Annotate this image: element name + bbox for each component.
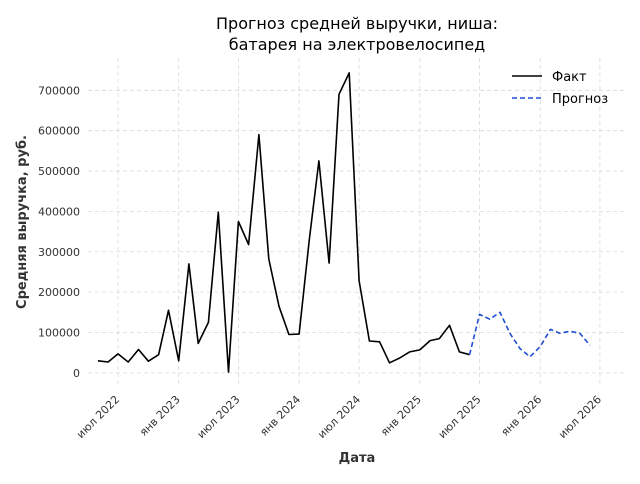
chart-title-line-2: батарея на электровелосипед [229,35,486,54]
x-tick-label: июл 2026 [556,393,604,441]
y-tick-label: 200000 [38,286,80,299]
y-tick-label: 300000 [38,246,80,259]
y-tick-label: 700000 [38,84,80,97]
y-tick-label: 500000 [38,165,80,178]
legend: Факт Прогноз [512,70,608,107]
x-tick-label: июл 2025 [436,393,484,441]
x-tick-label: янв 2023 [137,393,183,439]
y-axis-ticks: 0 100000 200000 300000 400000 500000 600000 700… [38,84,80,380]
x-tick-label: июл 2022 [74,393,122,441]
x-axis-title: Дата [339,451,376,466]
y-tick-label: 0 [73,367,80,380]
legend-label-fact: Факт [552,70,587,85]
x-tick-label: янв 2025 [378,393,424,439]
grid-layer [88,58,625,385]
x-axis-ticks: июл 2022 янв 2023 июл 2023 янв 2024 июл 2024… [74,393,604,441]
series-layer [97,72,591,373]
x-tick-label: июл 2024 [315,393,363,441]
legend-label-forecast: Прогноз [552,92,608,107]
chart-title-line-1: Прогноз средней выручки, ниша: [216,14,498,33]
y-tick-label: 600000 [38,125,80,138]
x-tick-label: янв 2024 [257,393,303,439]
x-tick-label: янв 2026 [499,393,545,439]
series-line-fact [97,72,470,373]
x-tick-label: июл 2023 [194,393,242,441]
y-tick-label: 400000 [38,205,80,218]
y-tick-label: 100000 [38,327,80,340]
series-line-forecast [468,311,591,358]
y-axis-title: Средняя выручка, руб. [15,135,30,309]
